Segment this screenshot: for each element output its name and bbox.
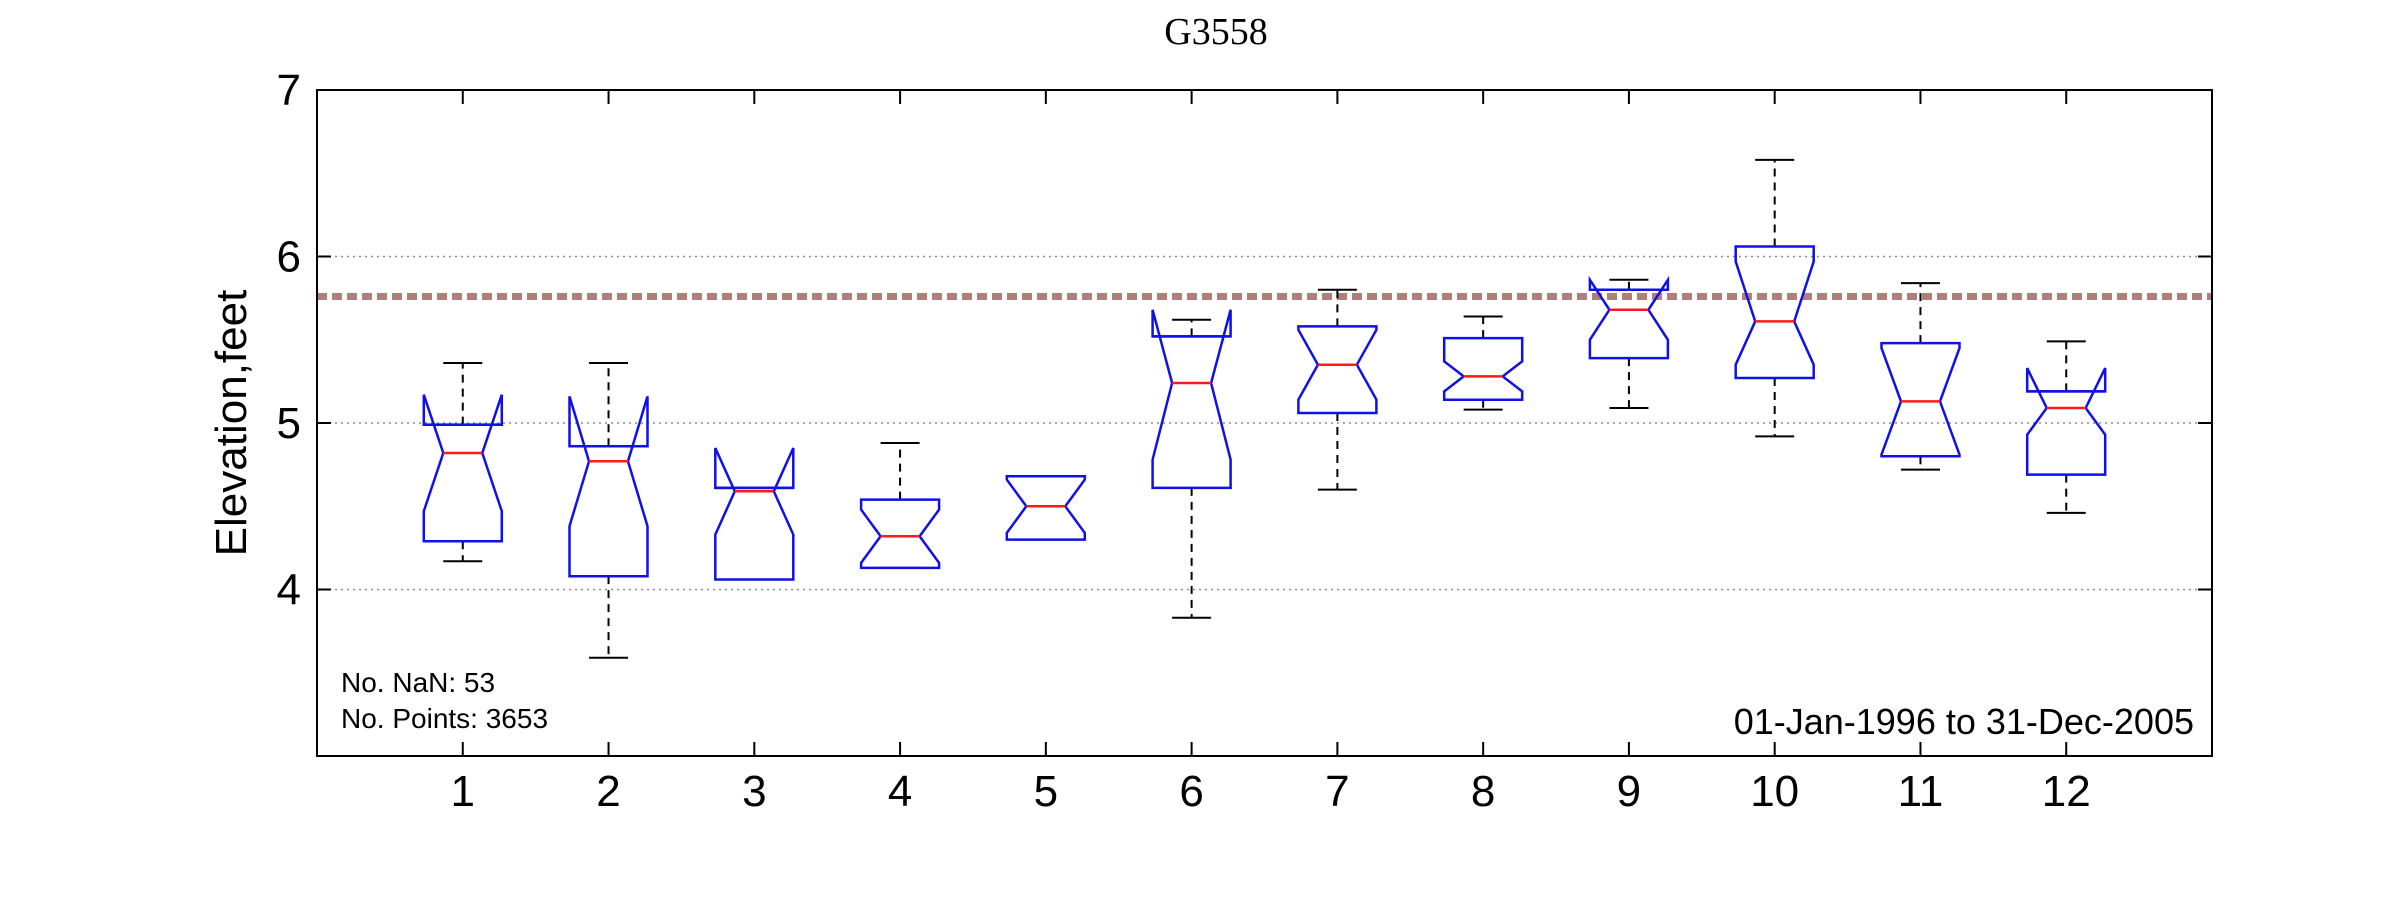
box-1 <box>422 362 504 563</box>
notched-box-4 <box>859 498 941 570</box>
box-7 <box>1297 288 1378 491</box>
notched-box-5 <box>1005 475 1087 541</box>
y-tick-label-7: 7 <box>277 66 301 115</box>
x-tick-label-11: 11 <box>1898 767 1944 816</box>
x-tick-label-9: 9 <box>1617 767 1641 816</box>
x-tick-label-4: 4 <box>888 767 912 816</box>
box-5 <box>1005 475 1087 541</box>
x-tick-label-3: 3 <box>742 767 766 816</box>
date-range-label: 01-Jan-1996 to 31-Dec-2005 <box>1734 701 2194 742</box>
box-12 <box>2025 340 2107 514</box>
x-tick-label-7: 7 <box>1325 767 1349 816</box>
x-tick-label-1: 1 <box>451 767 475 816</box>
notched-box-11 <box>1880 341 1961 458</box>
x-tick-label-5: 5 <box>1034 767 1058 816</box>
x-tick-label-6: 6 <box>1179 767 1203 816</box>
plot-frame <box>316 89 2213 757</box>
chart-title: G3558 <box>1164 11 1267 53</box>
x-axis-ticks: 1 2 3 4 5 6 7 8 9 10 11 12 <box>451 90 2091 816</box>
x-tick-label-10: 10 <box>1750 767 1799 816</box>
boxes <box>422 158 2107 659</box>
y-tick-label-5: 5 <box>277 399 301 448</box>
x-tick-label-2: 2 <box>596 767 620 816</box>
box-9 <box>1588 275 1670 410</box>
x-tick-label-8: 8 <box>1471 767 1495 816</box>
point-count-label: No. Points: 3653 <box>341 703 548 734</box>
notched-box-1 <box>422 394 504 543</box>
y-tick-label-4: 4 <box>277 566 301 615</box>
y-axis-label: Elevation,feet <box>207 290 256 557</box>
grid-lines <box>317 255 2212 591</box>
y-tick-label-6: 6 <box>277 233 301 282</box>
box-2 <box>568 362 649 659</box>
y-axis-ticks: 4 5 6 7 <box>277 66 2212 615</box>
box-4 <box>859 441 941 570</box>
box-3 <box>714 447 795 581</box>
notched-box-8 <box>1442 336 1524 401</box>
box-8 <box>1442 315 1524 411</box>
notched-box-10 <box>1734 245 1815 380</box>
x-tick-label-12: 12 <box>2042 767 2091 816</box>
box-10 <box>1734 158 1815 438</box>
notched-box-9 <box>1588 275 1670 360</box>
box-11 <box>1880 282 1961 471</box>
nan-count-label: No. NaN: 53 <box>341 667 495 698</box>
notched-box-7 <box>1297 325 1378 415</box>
notched-box-3 <box>714 447 795 581</box>
box-6 <box>1151 309 1232 619</box>
